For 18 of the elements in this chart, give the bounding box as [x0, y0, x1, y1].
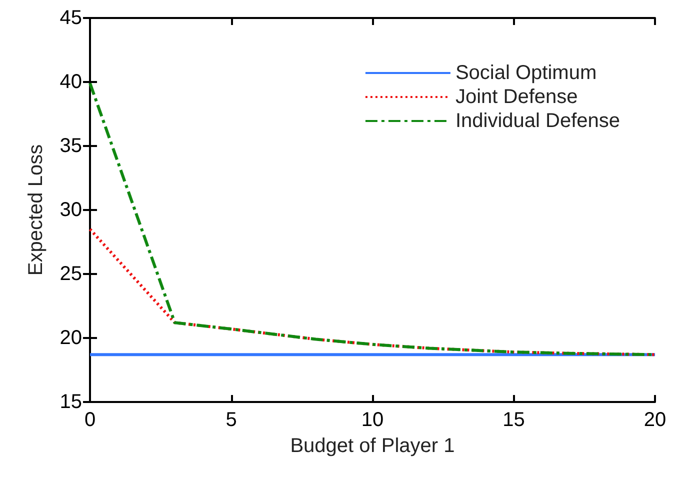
y-axis-title: Expected Loss	[25, 144, 47, 276]
y-tick-label: 40	[60, 71, 82, 93]
legend-label: Individual Defense	[455, 110, 620, 132]
x-tick-label: 5	[226, 409, 237, 431]
legend-label: Social Optimum	[455, 62, 597, 84]
x-tick-label: 10	[361, 409, 384, 431]
x-tick-label: 20	[644, 409, 666, 431]
x-tick-label: 15	[502, 409, 525, 431]
y-tick-label: 45	[60, 7, 82, 29]
legend-label: Joint Defense	[455, 86, 578, 108]
x-axis-title: Budget of Player 1	[290, 435, 455, 457]
line-series	[88, 228, 656, 356]
y-tick-label: 20	[60, 327, 82, 349]
y-tick-label: 15	[60, 391, 82, 413]
x-tick-label: 0	[84, 409, 96, 431]
y-tick-label: 25	[60, 263, 82, 285]
y-tick-label: 30	[60, 199, 82, 221]
y-tick-label: 35	[60, 135, 82, 157]
